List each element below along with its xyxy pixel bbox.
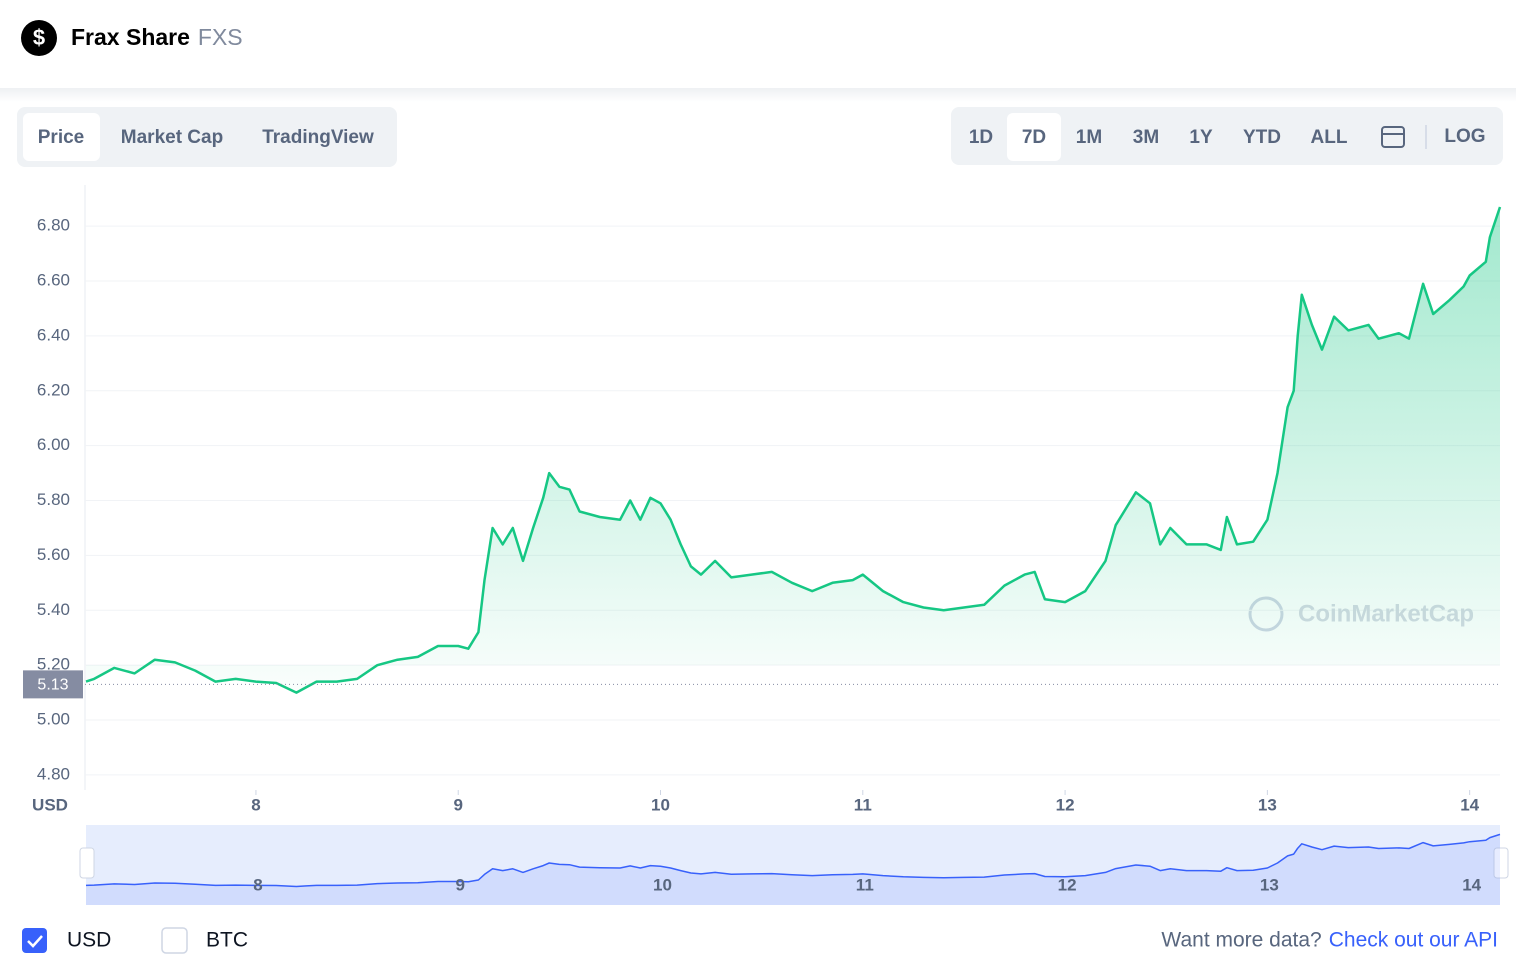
- tab[interactable]: TradingView: [262, 127, 374, 148]
- x-tick-label: 8: [251, 795, 260, 814]
- navigator-tick-label: 10: [653, 875, 672, 894]
- y-unit: USD: [32, 795, 68, 814]
- logo-glyph: $: [33, 25, 45, 50]
- navigator-tick-label: 11: [856, 875, 874, 894]
- coin-symbol: FXS: [198, 24, 243, 50]
- navigator-area: [86, 834, 1500, 905]
- currency-label: USD: [67, 929, 111, 952]
- checkbox[interactable]: [161, 927, 188, 954]
- price-area: [86, 207, 1500, 693]
- y-tick-label: 4.80: [37, 764, 70, 783]
- y-tick-label: 5.40: [37, 600, 70, 619]
- y-tick-label: 5.60: [37, 545, 70, 564]
- navigator-tick-label: 9: [455, 875, 464, 894]
- footer-text: Want more data?: [1161, 929, 1321, 952]
- navigator-tick-label: 14: [1462, 875, 1481, 894]
- navigator-handle[interactable]: [1493, 847, 1509, 879]
- tab[interactable]: Market Cap: [121, 127, 223, 148]
- tab[interactable]: Price: [38, 127, 84, 148]
- range-button[interactable]: 1D: [969, 127, 993, 148]
- tab-active-bg: [23, 113, 100, 161]
- calendar-frame: [1381, 126, 1405, 148]
- header-shadow: [0, 88, 1516, 102]
- log-button[interactable]: LOG: [1444, 126, 1485, 147]
- y-tick-label: 6.00: [37, 435, 70, 454]
- range-active-bg: [1007, 113, 1061, 161]
- calendar-icon[interactable]: [1381, 126, 1405, 148]
- x-tick-label: 11: [854, 795, 872, 814]
- price-line: [85, 206, 1502, 694]
- y-tick-label: 6.20: [37, 380, 70, 399]
- navigator-handle[interactable]: [79, 847, 95, 879]
- current-price-label: 5.13: [37, 677, 68, 694]
- y-tick-label: 6.60: [37, 271, 70, 290]
- coin-name: Frax Share: [71, 24, 190, 50]
- x-tick-label: 12: [1056, 795, 1075, 814]
- tab-group: [17, 107, 397, 167]
- range-button[interactable]: 7D: [1022, 127, 1046, 148]
- current-price-badge: [23, 670, 83, 699]
- currency-label: BTC: [206, 929, 248, 952]
- x-tick-label: 14: [1460, 795, 1479, 814]
- navigator-line: [85, 833, 1501, 888]
- navigator-tick-label: 12: [1058, 875, 1077, 894]
- range-group: [951, 107, 1503, 165]
- x-tick-label: 10: [651, 795, 670, 814]
- range-button[interactable]: YTD: [1243, 127, 1281, 148]
- range-button[interactable]: 3M: [1133, 127, 1159, 148]
- y-tick-label: 5.80: [37, 490, 70, 509]
- checkbox-checked[interactable]: [22, 928, 47, 953]
- x-tick-label: 9: [453, 795, 462, 814]
- y-tick-label: 5.00: [37, 710, 70, 729]
- x-tick-label: 13: [1258, 795, 1277, 814]
- range-button[interactable]: 1M: [1076, 127, 1102, 148]
- range-button[interactable]: ALL: [1311, 127, 1348, 148]
- navigator-tick-label: 8: [253, 875, 262, 894]
- navigator-bg: [86, 825, 1500, 905]
- logo: [21, 20, 57, 56]
- y-tick-label: 6.80: [37, 216, 70, 235]
- y-tick-label: 5.20: [37, 655, 70, 674]
- y-tick-label: 6.40: [37, 325, 70, 344]
- check: [27, 935, 43, 948]
- api-link[interactable]: Check out our API: [1329, 929, 1498, 952]
- navigator-tick-label: 13: [1260, 875, 1279, 894]
- range-button[interactable]: 1Y: [1189, 127, 1213, 148]
